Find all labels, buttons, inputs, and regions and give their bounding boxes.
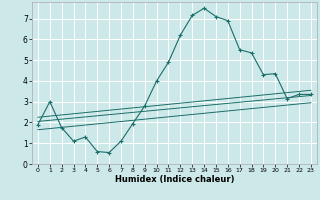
X-axis label: Humidex (Indice chaleur): Humidex (Indice chaleur) bbox=[115, 175, 234, 184]
